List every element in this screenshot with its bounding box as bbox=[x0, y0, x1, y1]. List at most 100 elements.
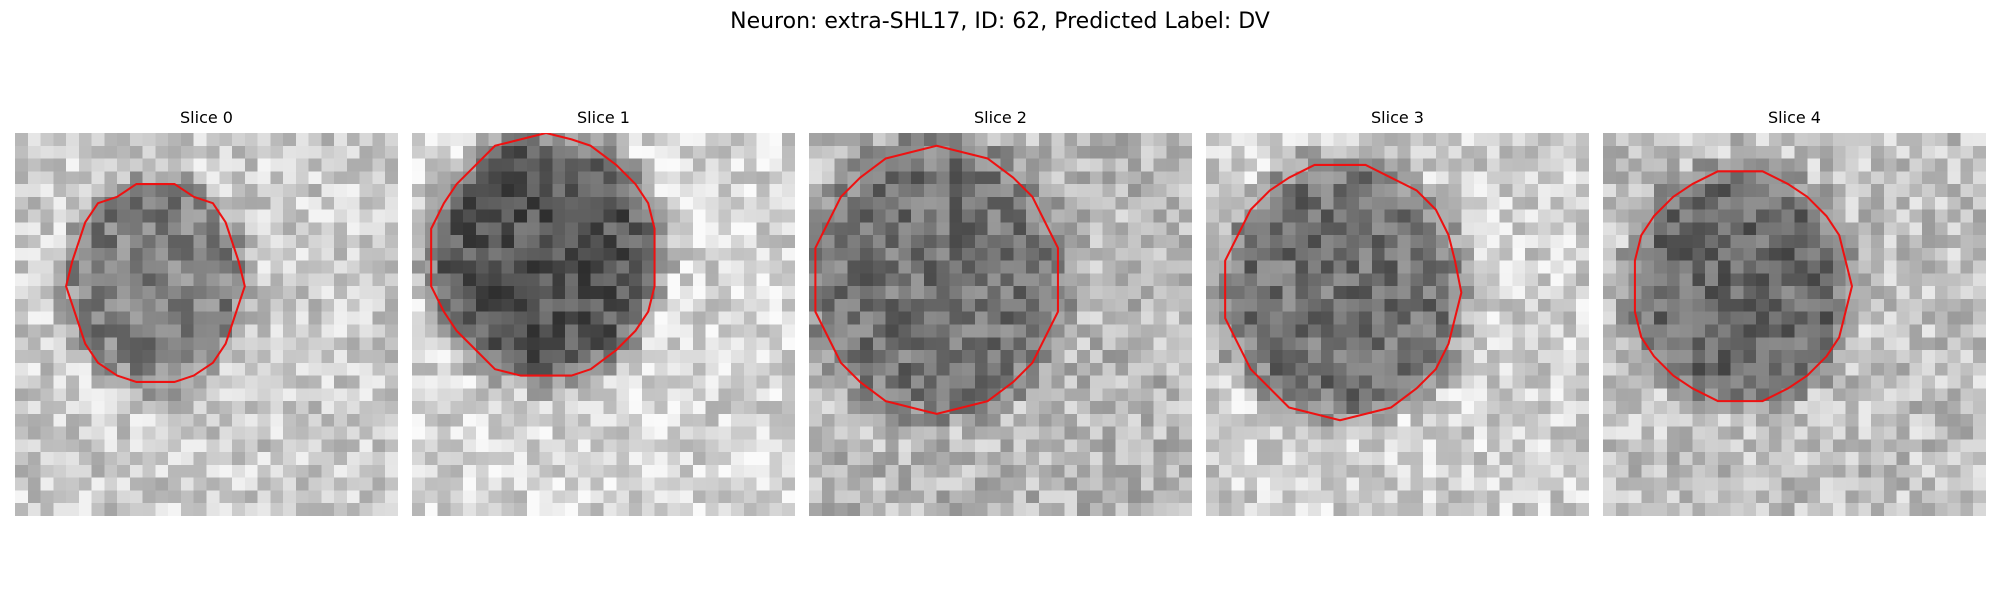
pixel bbox=[1730, 260, 1744, 274]
pixel bbox=[1064, 158, 1078, 172]
pixel bbox=[1038, 235, 1052, 249]
pixel bbox=[1231, 273, 1245, 287]
pixel bbox=[1179, 158, 1192, 172]
pixel bbox=[1115, 490, 1129, 504]
pixel bbox=[1244, 311, 1258, 325]
pixel bbox=[1550, 362, 1564, 376]
pixel bbox=[1563, 439, 1577, 453]
pixel bbox=[1089, 477, 1103, 491]
pixel bbox=[1115, 413, 1129, 427]
pixel bbox=[1486, 171, 1500, 185]
pixel bbox=[756, 247, 770, 261]
pixel bbox=[565, 477, 579, 491]
pixel bbox=[1512, 324, 1526, 338]
pixel bbox=[155, 503, 169, 516]
pixel bbox=[654, 311, 668, 325]
pixel bbox=[1499, 503, 1513, 516]
pixel bbox=[1563, 311, 1577, 325]
pixel bbox=[1934, 350, 1948, 364]
pixel bbox=[155, 184, 169, 198]
pixel bbox=[590, 222, 604, 236]
pixel bbox=[283, 337, 297, 351]
pixel bbox=[1641, 490, 1655, 504]
pixel bbox=[847, 362, 861, 376]
pixel bbox=[514, 426, 528, 440]
pixel bbox=[244, 324, 258, 338]
pixel bbox=[962, 337, 976, 351]
pixel bbox=[1641, 222, 1655, 236]
pixel bbox=[1756, 401, 1770, 415]
pixel bbox=[1909, 324, 1923, 338]
pixel bbox=[1934, 337, 1948, 351]
pixel bbox=[1858, 362, 1872, 376]
pixel bbox=[834, 145, 848, 159]
pixel bbox=[1244, 247, 1258, 261]
pixel bbox=[1537, 464, 1551, 478]
pixel bbox=[475, 247, 489, 261]
pixel bbox=[385, 209, 398, 223]
pixel bbox=[1883, 286, 1897, 300]
pixel bbox=[1922, 375, 1936, 389]
pixel bbox=[847, 171, 861, 185]
pixel bbox=[526, 171, 540, 185]
pixel bbox=[692, 503, 706, 516]
pixel bbox=[346, 298, 360, 312]
pixel bbox=[898, 184, 912, 198]
pixel bbox=[1166, 171, 1180, 185]
pixel bbox=[1346, 477, 1360, 491]
pixel bbox=[526, 375, 540, 389]
pixel bbox=[667, 273, 681, 287]
pixel bbox=[1666, 222, 1680, 236]
pixel bbox=[718, 337, 732, 351]
pixel bbox=[885, 286, 899, 300]
pixel bbox=[117, 388, 131, 402]
pixel bbox=[1115, 477, 1129, 491]
pixel bbox=[1474, 464, 1488, 478]
pixel bbox=[1858, 222, 1872, 236]
pixel bbox=[1179, 247, 1192, 261]
pixel bbox=[1654, 477, 1668, 491]
pixel bbox=[552, 426, 566, 440]
pixel bbox=[232, 145, 246, 159]
pixel bbox=[1845, 439, 1859, 453]
pixel bbox=[1883, 311, 1897, 325]
pixel bbox=[117, 222, 131, 236]
pixel bbox=[168, 452, 182, 466]
pixel bbox=[898, 222, 912, 236]
pixel bbox=[1153, 362, 1167, 376]
pixel bbox=[1628, 477, 1642, 491]
pixel bbox=[193, 298, 207, 312]
pixel bbox=[616, 260, 630, 274]
pixel bbox=[1858, 184, 1872, 198]
pixel bbox=[1435, 477, 1449, 491]
pixel bbox=[244, 503, 258, 516]
pixel bbox=[782, 311, 795, 325]
pixel bbox=[552, 350, 566, 364]
pixel bbox=[1461, 452, 1475, 466]
pixel bbox=[1410, 158, 1424, 172]
pixel bbox=[1909, 171, 1923, 185]
pixel bbox=[860, 439, 874, 453]
pixel bbox=[15, 350, 29, 364]
pixel bbox=[936, 324, 950, 338]
pixel bbox=[526, 298, 540, 312]
pixel bbox=[1218, 401, 1232, 415]
pixel bbox=[629, 247, 643, 261]
pixel bbox=[1576, 171, 1589, 185]
pixel bbox=[1166, 490, 1180, 504]
pixel bbox=[1077, 311, 1091, 325]
pixel bbox=[1743, 490, 1757, 504]
pixel bbox=[359, 324, 373, 338]
pixel bbox=[1397, 247, 1411, 261]
pixel bbox=[756, 350, 770, 364]
pixel bbox=[437, 375, 451, 389]
pixel bbox=[475, 362, 489, 376]
pixel bbox=[1128, 158, 1142, 172]
pixel bbox=[1909, 490, 1923, 504]
pixel bbox=[1807, 324, 1821, 338]
pixel bbox=[1231, 388, 1245, 402]
pixel bbox=[257, 209, 271, 223]
pixel bbox=[1743, 375, 1757, 389]
pixel bbox=[1153, 413, 1167, 427]
pixel bbox=[1858, 337, 1872, 351]
